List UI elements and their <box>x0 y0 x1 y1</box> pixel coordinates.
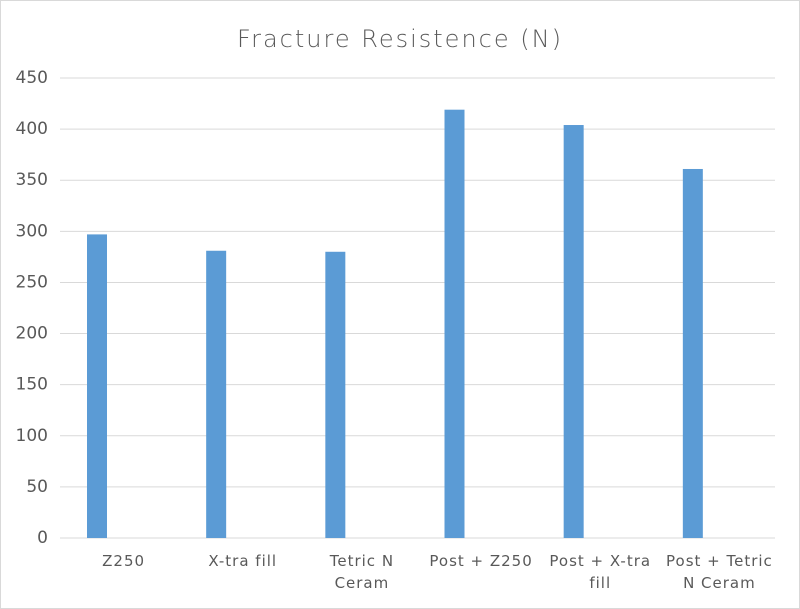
bar <box>87 234 107 538</box>
y-tick-label: 250 <box>16 272 48 292</box>
y-tick-label: 300 <box>16 221 48 241</box>
y-tick-label: 400 <box>16 119 48 139</box>
bar <box>563 125 584 539</box>
y-tick-label: 200 <box>16 324 48 344</box>
y-tick-label: 150 <box>16 375 48 395</box>
y-tick-label: 100 <box>16 426 48 446</box>
y-tick-label: 0 <box>37 528 48 548</box>
bar <box>206 250 227 538</box>
x-tick-label: Post + X-tra fill <box>549 552 652 592</box>
y-tick-label: 450 <box>16 68 48 88</box>
x-tick-label: Post + Tetric N Ceram <box>666 552 773 592</box>
x-tick-label: Tetric N Ceram <box>329 552 395 592</box>
bar <box>682 168 703 538</box>
x-tick-label: Z250 <box>102 552 146 570</box>
bar <box>325 251 346 538</box>
x-tick-label: Post + Z250 <box>429 552 533 570</box>
bar <box>444 109 465 538</box>
chart-title: Fracture Resistence (N) <box>237 25 563 53</box>
y-tick-label: 350 <box>16 170 48 190</box>
y-tick-label: 50 <box>26 477 48 497</box>
x-tick-label: X-tra fill <box>208 552 278 570</box>
